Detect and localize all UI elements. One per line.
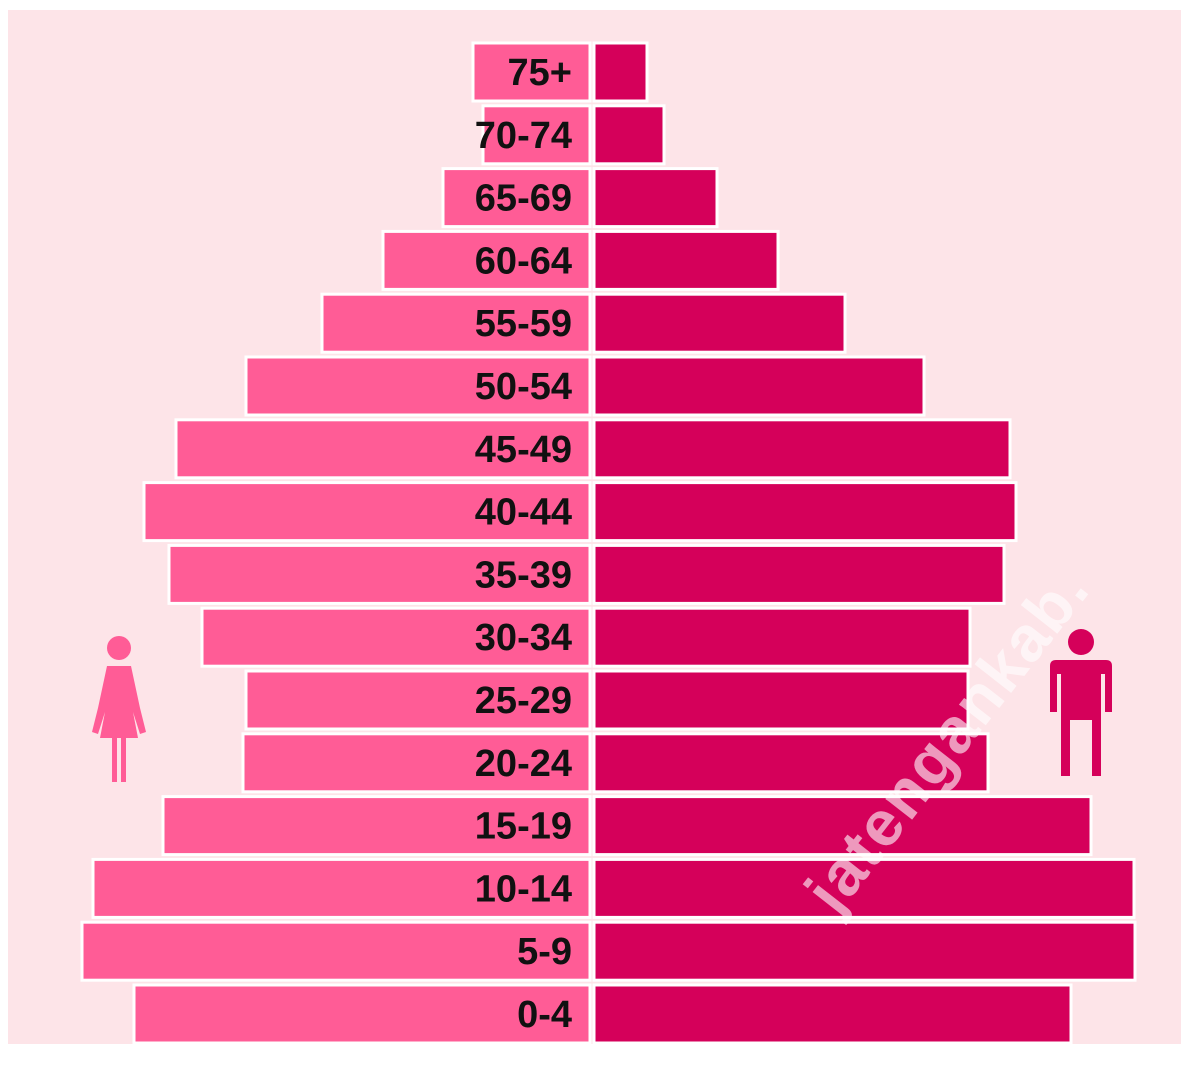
age-group-label: 75+ bbox=[508, 52, 572, 94]
male-bar-5-9 bbox=[592, 920, 1137, 982]
male-bar-55-59 bbox=[592, 292, 847, 354]
female-bar-75+ bbox=[471, 41, 592, 103]
male-bar-30-34 bbox=[592, 606, 972, 668]
age-group-label: 5-9 bbox=[517, 931, 572, 973]
age-group-label: 50-54 bbox=[475, 366, 572, 408]
age-group-label: 55-59 bbox=[475, 303, 572, 345]
female-bar-55-59 bbox=[320, 292, 592, 354]
female-bar-5-9 bbox=[80, 920, 592, 982]
female-bar-50-54 bbox=[244, 355, 592, 417]
male-bar-40-44 bbox=[592, 481, 1018, 543]
age-group-label: 10-14 bbox=[475, 868, 572, 910]
female-bar-30-34 bbox=[200, 606, 592, 668]
age-group-label: 30-34 bbox=[475, 617, 572, 659]
male-bar-15-19 bbox=[592, 795, 1093, 857]
male-bar-70-74 bbox=[592, 104, 666, 166]
male-bar-50-54 bbox=[592, 355, 926, 417]
male-bar-25-29 bbox=[592, 669, 970, 731]
female-bar-0-4 bbox=[132, 983, 592, 1045]
female-bar-10-14 bbox=[91, 857, 592, 919]
female-bar-20-24 bbox=[241, 732, 592, 794]
male-bar-60-64 bbox=[592, 229, 780, 291]
age-group-label: 0-4 bbox=[517, 994, 572, 1036]
age-group-label: 45-49 bbox=[475, 429, 572, 471]
age-group-label: 20-24 bbox=[475, 743, 572, 785]
age-group-label: 60-64 bbox=[475, 240, 572, 282]
male-bar-20-24 bbox=[592, 732, 990, 794]
female-bar-15-19 bbox=[161, 795, 592, 857]
age-group-label: 70-74 bbox=[475, 115, 572, 157]
age-group-label: 40-44 bbox=[475, 492, 572, 534]
male-bar-0-4 bbox=[592, 983, 1073, 1045]
male-bar-45-49 bbox=[592, 418, 1012, 480]
female-bar-45-49 bbox=[174, 418, 592, 480]
male-bar-10-14 bbox=[592, 857, 1136, 919]
female-person-icon bbox=[92, 636, 146, 782]
male-bar-65-69 bbox=[592, 167, 719, 229]
female-bar-40-44 bbox=[142, 481, 592, 543]
age-group-label: 15-19 bbox=[475, 806, 572, 848]
age-group-label: 35-39 bbox=[475, 554, 572, 596]
age-group-label: 25-29 bbox=[475, 680, 572, 722]
age-group-label: 65-69 bbox=[475, 178, 572, 220]
female-bar-65-69 bbox=[441, 167, 592, 229]
female-bar-25-29 bbox=[244, 669, 592, 731]
male-bar-35-39 bbox=[592, 543, 1006, 605]
female-bar-35-39 bbox=[167, 543, 592, 605]
male-bar-75+ bbox=[592, 41, 649, 103]
female-bar-60-64 bbox=[381, 229, 592, 291]
male-person-icon bbox=[1050, 629, 1112, 776]
female-bar-70-74 bbox=[481, 104, 592, 166]
